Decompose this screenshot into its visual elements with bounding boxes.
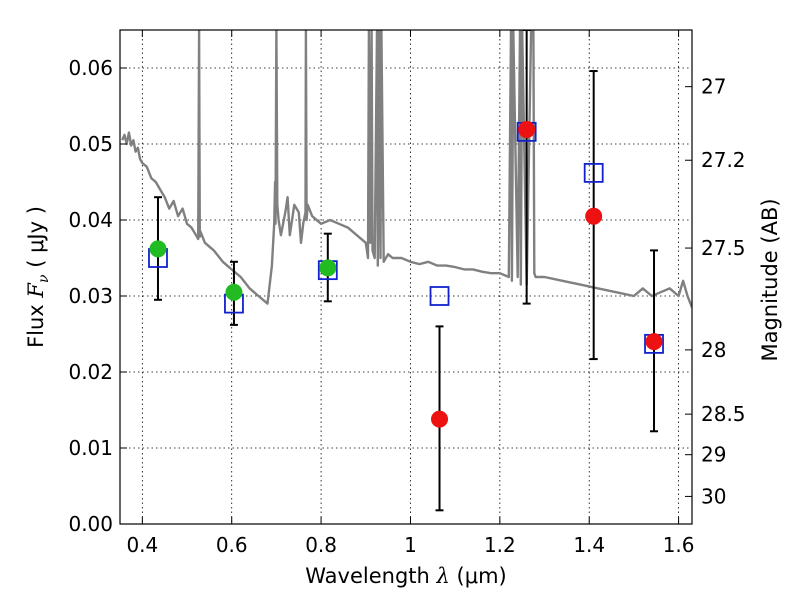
magnitude-tick-label: 29 — [701, 443, 726, 467]
plot-frame — [119, 29, 693, 525]
magnitude-tick-label: 28.5 — [701, 402, 746, 426]
magnitude-tick-label: 27.5 — [701, 236, 746, 260]
observed-flux-point — [319, 259, 337, 277]
spectrum-layer — [121, 30, 692, 308]
y-tick-label: 0.06 — [68, 56, 113, 80]
x-tick-label: 1.6 — [663, 533, 695, 557]
grid-lines — [120, 30, 692, 524]
y-tick-labels: 0.00 0.01 0.02 0.03 0.04 0.05 0.06 — [68, 56, 113, 536]
model-spectrum-line — [121, 30, 692, 308]
observed-flux-point — [518, 121, 536, 139]
magnitude-tick-label: 28 — [701, 338, 726, 362]
x-tick-label: 1 — [404, 533, 417, 557]
magnitude-tick-label: 27.2 — [701, 148, 746, 172]
y-tick-label: 0.04 — [68, 208, 113, 232]
magnitude-tick-label: 27 — [701, 75, 726, 99]
x-tick-labels: 0.4 0.6 0.8 1 1.2 1.4 1.6 — [126, 533, 694, 557]
y-tick-label: 0.01 — [68, 436, 113, 460]
observed-flux-point — [645, 333, 663, 351]
observed-flux-point — [225, 283, 243, 301]
x-tick-label: 0.6 — [216, 533, 248, 557]
model-band-square — [429, 286, 450, 306]
model-band-square — [583, 162, 604, 183]
observed-flux-point — [431, 410, 449, 428]
y-tick-label: 0.00 — [68, 512, 113, 536]
y-axis-label: Flux Fν ( μJy ) — [24, 206, 52, 348]
tick-marks — [120, 30, 692, 525]
dot-marker-layer — [149, 121, 663, 428]
y-tick-label: 0.05 — [68, 132, 113, 156]
y-tick-label: 0.03 — [68, 284, 113, 308]
magnitude-tick-label: 30 — [701, 484, 726, 508]
x-tick-label: 0.4 — [126, 533, 158, 557]
x-tick-label: 1.4 — [573, 533, 605, 557]
observed-flux-point — [149, 240, 167, 258]
x-tick-label: 1.2 — [484, 533, 516, 557]
y-tick-label: 0.02 — [68, 360, 113, 384]
magnitude-tick-labels: 27 27.2 27.5 28 28.5 29 30 — [701, 75, 746, 509]
square-marker-layer — [148, 121, 664, 354]
x-tick-label: 0.8 — [305, 533, 337, 557]
observed-flux-point — [585, 207, 603, 225]
errorbar-layer — [153, 30, 659, 512]
right-axis-label: Magnitude (AB) — [758, 198, 782, 361]
x-axis-label: Wavelength λ (μm) — [305, 564, 506, 588]
